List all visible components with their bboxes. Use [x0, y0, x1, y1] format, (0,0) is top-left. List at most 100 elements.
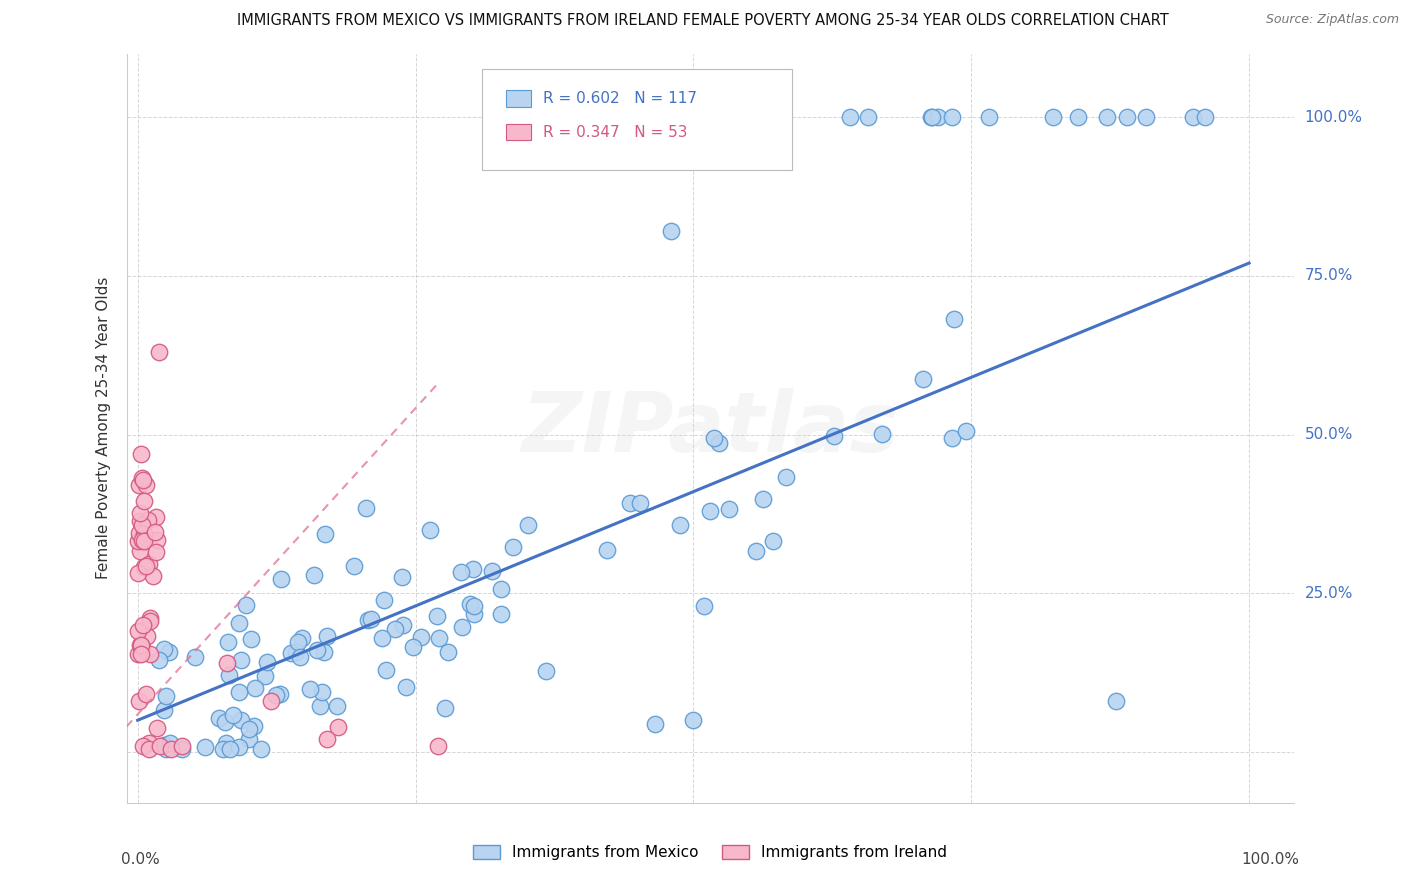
Text: 75.0%: 75.0% [1305, 268, 1353, 284]
Point [669, 517, 692, 532]
Point [434, 701, 457, 715]
Y-axis label: Female Poverty Among 25-34 Year Olds: Female Poverty Among 25-34 Year Olds [96, 277, 111, 579]
Point [148, 345, 170, 359]
Point [222, 708, 245, 723]
Point [762, 533, 785, 548]
Point [148, 653, 170, 667]
Point [315, 732, 337, 747]
Point [314, 645, 336, 659]
Point [325, 698, 347, 713]
Point [136, 629, 159, 643]
Point [1095, 110, 1118, 124]
Point [288, 649, 311, 664]
FancyBboxPatch shape [482, 69, 792, 169]
Point [256, 655, 278, 669]
Point [132, 534, 155, 549]
Text: IMMIGRANTS FROM MEXICO VS IMMIGRANTS FROM IRELAND FEMALE POVERTY AMONG 25-34 YEA: IMMIGRANTS FROM MEXICO VS IMMIGRANTS FRO… [238, 13, 1168, 29]
Point [128, 694, 150, 708]
Point [463, 599, 485, 614]
Point [127, 534, 149, 549]
Point [152, 641, 174, 656]
Point [304, 568, 326, 582]
Point [249, 741, 271, 756]
Point [502, 540, 524, 554]
Point [127, 566, 149, 580]
Point [146, 533, 169, 548]
Point [214, 714, 236, 729]
Point [596, 543, 619, 558]
Point [1105, 694, 1128, 708]
Point [243, 681, 266, 696]
Point [374, 663, 396, 677]
Point [392, 618, 415, 632]
Point [127, 648, 149, 662]
Point [659, 224, 682, 238]
Point [489, 607, 512, 621]
Point [516, 518, 538, 533]
Point [1135, 110, 1157, 124]
Point [463, 607, 485, 621]
Point [136, 513, 159, 527]
Point [138, 611, 160, 625]
Point [285, 644, 308, 658]
Point [128, 525, 150, 540]
Point [146, 721, 169, 735]
FancyBboxPatch shape [506, 124, 531, 140]
Point [145, 510, 167, 524]
Point [920, 110, 942, 124]
Point [142, 569, 165, 583]
Point [287, 635, 309, 649]
Point [231, 713, 253, 727]
Point [839, 110, 862, 124]
Point [941, 431, 963, 445]
Point [129, 639, 152, 653]
Point [149, 739, 172, 753]
Point [269, 687, 291, 701]
Point [391, 569, 413, 583]
Point [131, 517, 153, 532]
Point [135, 558, 157, 573]
Point [752, 492, 775, 507]
Point [941, 110, 963, 124]
Point [856, 110, 879, 124]
Point [371, 632, 394, 646]
Point [172, 741, 194, 756]
FancyBboxPatch shape [506, 90, 531, 107]
Point [132, 618, 155, 632]
Point [238, 731, 260, 746]
Point [129, 514, 152, 528]
Point [132, 535, 155, 549]
Point [239, 632, 262, 646]
Point [450, 620, 472, 634]
Point [138, 558, 160, 572]
Point [260, 694, 283, 708]
Text: ZIPatlas: ZIPatlas [522, 388, 898, 468]
Point [291, 632, 314, 646]
Point [132, 527, 155, 541]
Point [129, 543, 152, 558]
Text: R = 0.602   N = 117: R = 0.602 N = 117 [543, 91, 697, 106]
Point [238, 722, 260, 736]
Point [264, 688, 287, 702]
Text: 100.0%: 100.0% [1241, 852, 1299, 866]
Point [128, 478, 150, 492]
Point [343, 559, 366, 574]
Point [128, 507, 150, 521]
Point [298, 681, 321, 696]
Point [979, 110, 1001, 124]
Point [270, 572, 292, 586]
Point [717, 501, 740, 516]
Point [450, 566, 472, 580]
Point [160, 741, 183, 756]
Point [463, 562, 485, 576]
Point [489, 582, 512, 597]
Point [138, 614, 160, 628]
Point [132, 494, 155, 508]
Point [628, 495, 651, 509]
Point [184, 650, 207, 665]
Point [309, 698, 332, 713]
Point [229, 653, 252, 667]
Point [921, 110, 943, 124]
Point [384, 622, 406, 636]
Point [411, 630, 433, 644]
